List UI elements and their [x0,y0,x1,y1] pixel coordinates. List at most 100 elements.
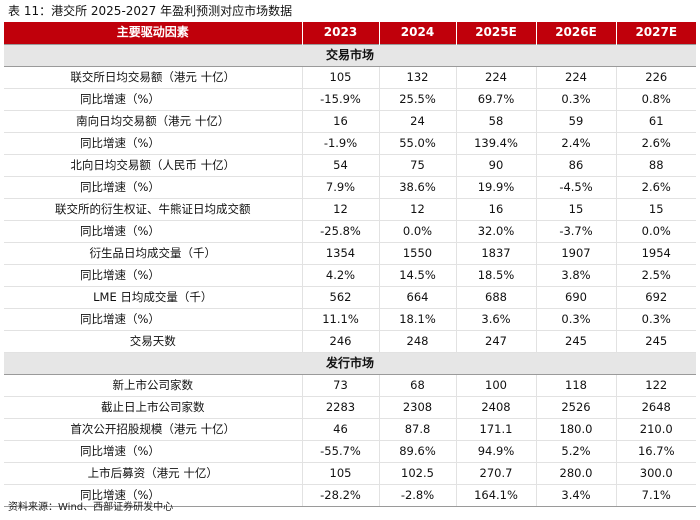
value-cell: 226 [615,66,696,89]
value-cell: 246 [301,330,379,353]
table-row: 北向日均交易额（人民币 十亿） 54 75 90 86 88 [4,154,696,177]
value-cell: -3.7% [535,220,616,243]
metric-label: 截止日上市公司家数 [4,396,302,419]
value-cell: 16.7% [615,440,696,463]
value-cell: 1907 [535,242,616,265]
value-cell: 2283 [301,396,379,419]
value-cell: 122 [615,374,696,397]
table-body: 交易市场 联交所日均交易额（港元 十亿） 105 132 224 224 226 同比增速（%… [4,43,696,507]
value-cell: 688 [455,286,536,309]
value-cell: 4.2% [301,264,379,287]
metric-label: 上市后募资（港元 十亿） [4,462,302,485]
growth-label: 同比增速（%） [4,308,302,331]
value-cell: 87.8 [378,418,456,441]
table-row: 同比增速（%） -55.7% 89.6% 94.9% 5.2% 16.7% [4,440,696,463]
value-cell: 690 [535,286,616,309]
value-cell: 280.0 [535,462,616,485]
header-row: 主要驱动因素 2023 2024 2025E 2026E 2027E [4,22,696,44]
value-cell: 2648 [615,396,696,419]
value-cell: 75 [378,154,456,177]
value-cell: 245 [535,330,616,353]
value-cell: 270.7 [455,462,536,485]
metric-label: 交易天数 [4,330,302,353]
table-row: 同比增速（%） 4.2% 14.5% 18.5% 3.8% 2.5% [4,264,696,287]
table-row: 新上市公司家数 73 68 100 118 122 [4,374,696,397]
metric-label: 北向日均交易额（人民币 十亿） [4,154,302,177]
table-row: 同比增速（%） -28.2% -2.8% 164.1% 3.4% 7.1% [4,484,696,507]
value-cell: 171.1 [455,418,536,441]
value-cell: 61 [615,110,696,133]
value-cell: 2408 [455,396,536,419]
growth-label: 同比增速（%） [4,220,302,243]
value-cell: -4.5% [535,176,616,199]
header-driver: 主要驱动因素 [4,22,303,44]
value-cell: 210.0 [615,418,696,441]
header-2027e: 2027E [616,22,696,44]
value-cell: -1.9% [301,132,379,155]
forecast-table: 主要驱动因素 2023 2024 2025E 2026E 2027E 交易市场联… [4,22,696,507]
value-cell: 0.8% [615,88,696,111]
value-cell: 139.4% [455,132,536,155]
header-2023: 2023 [302,22,380,44]
value-cell: -25.8% [301,220,379,243]
value-cell: 0.3% [615,308,696,331]
value-cell: 18.1% [378,308,456,331]
growth-label: 同比增速（%） [4,440,302,463]
value-cell: 12 [378,198,456,221]
table-row: 同比增速（%） -15.9% 25.5% 69.7% 0.3% 0.8% [4,88,696,111]
value-cell: 90 [455,154,536,177]
value-cell: 118 [535,374,616,397]
value-cell: 46 [301,418,379,441]
table-row: 联交所日均交易额（港元 十亿） 105 132 224 224 226 [4,66,696,89]
table-row: 交易天数 246 248 247 245 245 [4,330,696,353]
value-cell: 224 [455,66,536,89]
value-cell: 0.3% [535,88,616,111]
value-cell: 14.5% [378,264,456,287]
section-row: 交易市场 [4,43,696,67]
section-title: 发行市场 [4,351,696,375]
value-cell: 89.6% [378,440,456,463]
value-cell: 7.9% [301,176,379,199]
value-cell: 1550 [378,242,456,265]
growth-label: 同比增速（%） [4,264,302,287]
value-cell: 59 [535,110,616,133]
value-cell: 245 [615,330,696,353]
value-cell: 664 [378,286,456,309]
table-caption: 表 11：港交所 2025-2027 年盈利预测对应市场数据 [8,4,293,18]
value-cell: 102.5 [378,462,456,485]
value-cell: 0.0% [615,220,696,243]
value-cell: 1837 [455,242,536,265]
value-cell: 7.1% [615,484,696,507]
value-cell: 12 [301,198,379,221]
value-cell: 25.5% [378,88,456,111]
value-cell: 224 [535,66,616,89]
header-2026e: 2026E [536,22,617,44]
table-row: 南向日均交易额（港元 十亿） 16 24 58 59 61 [4,110,696,133]
metric-label: 联交所日均交易额（港元 十亿） [4,66,302,89]
value-cell: 2308 [378,396,456,419]
section-title: 交易市场 [4,43,696,67]
value-cell: 86 [535,154,616,177]
metric-label: LME 日均成交量（千） [4,286,302,309]
value-cell: 2.6% [615,132,696,155]
value-cell: 2.5% [615,264,696,287]
value-cell: 3.6% [455,308,536,331]
value-cell: 0.3% [535,308,616,331]
table-row: 同比增速（%） 7.9% 38.6% 19.9% -4.5% 2.6% [4,176,696,199]
value-cell: 68 [378,374,456,397]
value-cell: 16 [301,110,379,133]
table-row: 同比增速（%） -1.9% 55.0% 139.4% 2.4% 2.6% [4,132,696,155]
growth-label: 同比增速（%） [4,88,302,111]
value-cell: 2.6% [615,176,696,199]
value-cell: 105 [301,462,379,485]
value-cell: 132 [378,66,456,89]
value-cell: 1354 [301,242,379,265]
table-row: 截止日上市公司家数 2283 2308 2408 2526 2648 [4,396,696,419]
value-cell: 19.9% [455,176,536,199]
value-cell: -15.9% [301,88,379,111]
growth-label: 同比增速（%） [4,132,302,155]
value-cell: 69.7% [455,88,536,111]
table-row: 上市后募资（港元 十亿） 105 102.5 270.7 280.0 300.0 [4,462,696,485]
value-cell: 15 [535,198,616,221]
